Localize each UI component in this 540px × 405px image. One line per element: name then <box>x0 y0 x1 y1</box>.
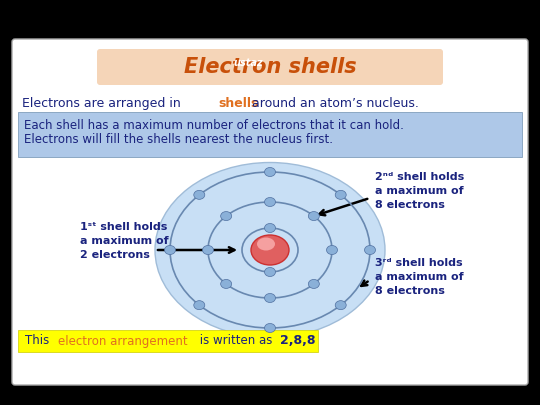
FancyBboxPatch shape <box>12 39 528 385</box>
Ellipse shape <box>308 279 319 288</box>
Text: ustaz: ustaz <box>485 58 515 68</box>
Ellipse shape <box>265 324 275 333</box>
Ellipse shape <box>335 301 346 310</box>
Text: electron arrangement: electron arrangement <box>58 335 187 347</box>
Ellipse shape <box>257 237 275 251</box>
Text: 8 electrons: 8 electrons <box>375 286 445 296</box>
Text: Electrons will fill the shells nearest the nucleus first.: Electrons will fill the shells nearest t… <box>24 133 333 146</box>
Ellipse shape <box>265 224 275 232</box>
Ellipse shape <box>194 190 205 199</box>
Text: ustaz: ustaz <box>233 58 263 68</box>
Ellipse shape <box>265 267 275 277</box>
Ellipse shape <box>194 301 205 310</box>
Text: Each shell has a maximum number of electrons that it can hold.: Each shell has a maximum number of elect… <box>24 119 404 132</box>
Text: 1ˢᵗ shell holds: 1ˢᵗ shell holds <box>80 222 167 232</box>
Text: 3ʳᵈ shell holds: 3ʳᵈ shell holds <box>375 258 463 268</box>
Text: is written as: is written as <box>196 335 276 347</box>
Bar <box>18 112 522 157</box>
Text: a maximum of: a maximum of <box>80 236 168 246</box>
Ellipse shape <box>265 168 275 177</box>
FancyBboxPatch shape <box>97 49 443 85</box>
Text: a maximum of: a maximum of <box>375 186 464 196</box>
Ellipse shape <box>251 235 289 265</box>
Ellipse shape <box>265 294 275 303</box>
Ellipse shape <box>265 198 275 207</box>
Ellipse shape <box>335 190 346 199</box>
Text: Electron shells: Electron shells <box>184 57 356 77</box>
Text: ustaz: ustaz <box>18 58 48 68</box>
Text: 2 electrons: 2 electrons <box>80 250 150 260</box>
Ellipse shape <box>221 279 232 288</box>
Text: 8 electrons: 8 electrons <box>375 200 445 210</box>
Ellipse shape <box>308 211 319 221</box>
Ellipse shape <box>364 245 375 254</box>
Ellipse shape <box>327 245 338 254</box>
Text: 2ⁿᵈ shell holds: 2ⁿᵈ shell holds <box>375 172 464 182</box>
Ellipse shape <box>202 245 213 254</box>
Text: a maximum of: a maximum of <box>375 272 464 282</box>
Text: 2,8,8: 2,8,8 <box>280 335 315 347</box>
Ellipse shape <box>155 162 385 337</box>
Ellipse shape <box>165 245 176 254</box>
Ellipse shape <box>221 211 232 221</box>
Text: Electrons are arranged in: Electrons are arranged in <box>22 97 185 110</box>
Text: This: This <box>25 335 53 347</box>
Text: around an atom’s nucleus.: around an atom’s nucleus. <box>248 97 419 110</box>
Text: shells: shells <box>218 97 258 110</box>
Bar <box>18 330 318 352</box>
